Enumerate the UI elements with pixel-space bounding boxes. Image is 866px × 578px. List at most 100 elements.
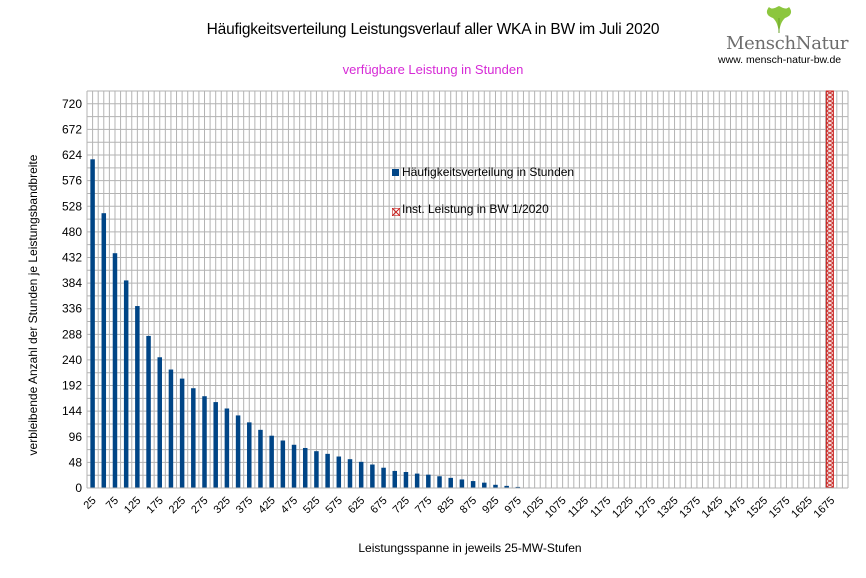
y-tick-label: 672 <box>62 122 82 136</box>
capacity-hatch <box>826 270 834 276</box>
bar-250 <box>191 388 196 488</box>
capacity-hatch <box>826 402 834 408</box>
capacity-hatch <box>826 186 834 192</box>
capacity-hatch <box>826 254 834 260</box>
capacity-hatch <box>826 266 834 272</box>
logo-url: www. mensch-natur-bw.de <box>718 54 842 66</box>
bar-150 <box>146 335 151 488</box>
legend-item-capacity: Inst. Leistung in BW 1/2020 <box>391 202 549 217</box>
capacity-hatch <box>826 482 834 488</box>
bar-425 <box>269 435 274 488</box>
chart-axes <box>86 91 848 489</box>
capacity-hatch <box>826 134 834 140</box>
capacity-hatch <box>826 354 834 360</box>
legend-swatch-bars <box>392 168 399 176</box>
capacity-hatch <box>826 122 834 128</box>
capacity-hatch <box>826 434 834 440</box>
capacity-hatch <box>826 406 834 412</box>
capacity-hatch <box>826 106 834 112</box>
x-tick-label: 1675 <box>812 495 838 521</box>
legend-label-capacity: Inst. Leistung in BW 1/2020 <box>402 202 549 216</box>
x-tick-label: 825 <box>435 495 456 516</box>
x-tick-label: 325 <box>212 495 233 516</box>
x-tick-label: 1425 <box>700 495 726 521</box>
capacity-hatch <box>826 138 834 144</box>
y-tick-label: 432 <box>62 250 82 264</box>
capacity-hatch <box>826 390 834 396</box>
y-tick-label: 96 <box>69 430 83 444</box>
capacity-hatch <box>826 430 834 436</box>
bar-750 <box>414 473 420 488</box>
bar-375 <box>247 422 252 488</box>
bar-125 <box>135 306 140 488</box>
bar-825 <box>448 477 453 488</box>
x-tick-label: 525 <box>301 495 322 516</box>
bar-800 <box>437 476 442 488</box>
capacity-hatch <box>826 370 834 376</box>
bar-775 <box>426 474 431 488</box>
capacity-hatch <box>826 350 834 356</box>
x-tick-label: 1125 <box>566 495 591 520</box>
capacity-hatch <box>826 282 834 288</box>
capacity-hatch <box>826 322 834 328</box>
x-tick-label: 1075 <box>543 495 569 521</box>
bar-450 <box>280 440 286 488</box>
capacity-hatch <box>826 126 834 132</box>
bar-650 <box>370 464 375 488</box>
x-tick-label: 175 <box>144 495 165 516</box>
capacity-hatch <box>826 218 834 224</box>
capacity-hatch <box>826 170 834 176</box>
bar-475 <box>291 444 297 488</box>
capacity-hatch <box>826 166 834 172</box>
capacity-hatch <box>826 294 834 300</box>
capacity-hatch <box>826 302 834 308</box>
capacity-hatch <box>826 342 834 348</box>
capacity-hatch <box>826 410 834 416</box>
capacity-hatch <box>826 94 834 100</box>
capacity-hatch <box>826 314 834 320</box>
x-tick-label: 675 <box>368 495 389 516</box>
x-tick-label: 375 <box>234 495 255 516</box>
y-tick-label: 144 <box>62 404 82 418</box>
capacity-hatch <box>826 174 834 180</box>
capacity-hatch <box>826 446 834 452</box>
capacity-hatch <box>826 290 834 296</box>
bar-225 <box>179 378 185 488</box>
capacity-hatch <box>826 246 834 252</box>
y-tick-label: 624 <box>62 148 82 162</box>
capacity-hatch <box>826 242 834 248</box>
capacity-hatch <box>826 262 834 268</box>
capacity-hatch <box>826 190 834 196</box>
capacity-hatch <box>826 366 834 372</box>
capacity-hatch <box>826 450 834 456</box>
capacity-hatch <box>826 346 834 352</box>
capacity-hatch <box>826 182 834 188</box>
logo-brand: MenschNatur <box>726 33 849 54</box>
capacity-line <box>825 90 834 489</box>
y-tick-label: 240 <box>62 353 82 367</box>
capacity-hatch <box>826 422 834 428</box>
capacity-hatch <box>826 234 834 240</box>
capacity-hatch <box>826 114 834 120</box>
capacity-hatch <box>826 474 834 480</box>
chart-subtitle: verfügbare Leistung in Stunden <box>342 62 524 77</box>
legend-item-bars: Häufigkeitsverteilung in Stunden <box>392 165 574 179</box>
capacity-hatch <box>826 286 834 292</box>
capacity-hatch <box>826 466 834 472</box>
x-tick-label: 425 <box>256 495 277 516</box>
capacity-hatch <box>826 274 834 280</box>
x-tick-label: 1225 <box>610 495 636 521</box>
capacity-hatch <box>826 386 834 392</box>
bar-550 <box>325 453 330 488</box>
capacity-hatch <box>826 250 834 256</box>
x-tick-label: 1375 <box>677 495 703 521</box>
x-axis-label: Leistungsspanne in jeweils 25-MW-Stufen <box>358 541 582 555</box>
capacity-hatch <box>826 442 834 448</box>
y-tick-label: 192 <box>62 379 82 393</box>
capacity-hatch <box>826 362 834 368</box>
capacity-hatch <box>826 198 834 204</box>
capacity-hatch <box>826 98 834 104</box>
bar-625 <box>358 461 364 488</box>
capacity-hatch <box>826 306 834 312</box>
capacity-hatch <box>826 238 834 244</box>
